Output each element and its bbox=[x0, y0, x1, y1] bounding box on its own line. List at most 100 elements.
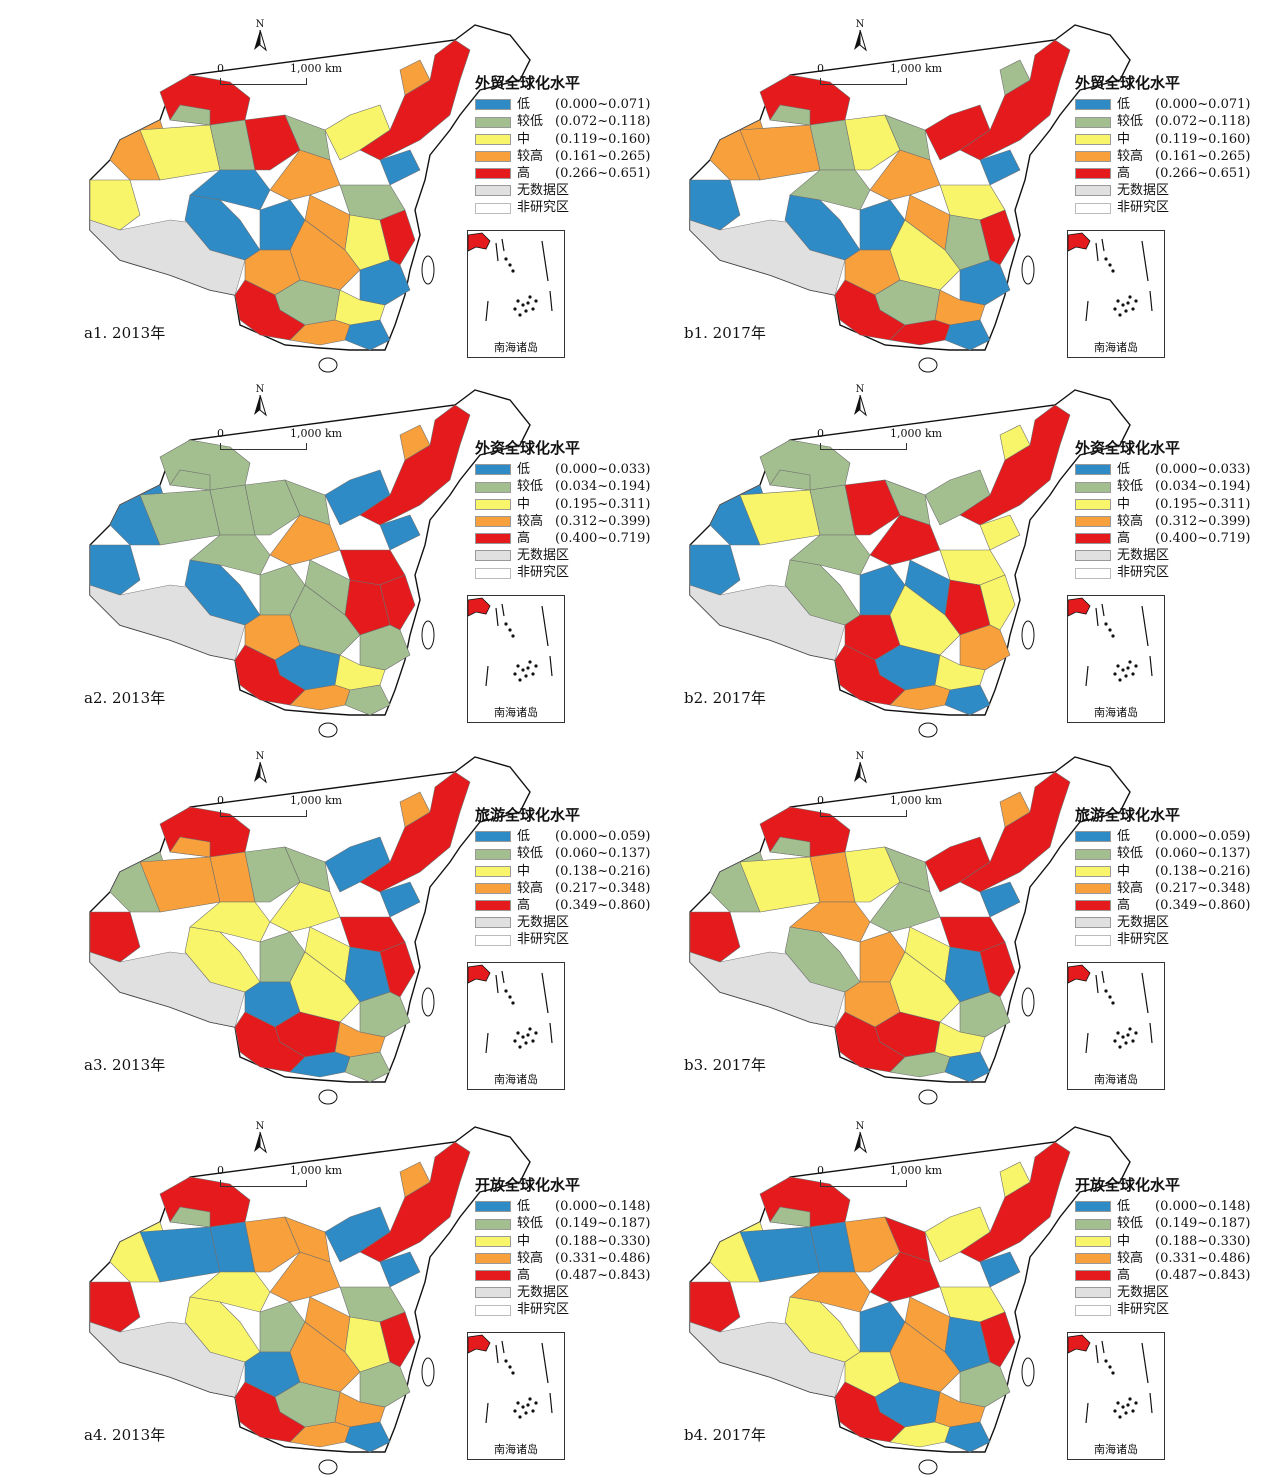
inset-islands bbox=[1067, 597, 1153, 687]
legend-swatch bbox=[1075, 515, 1111, 527]
legend-swatch bbox=[475, 133, 511, 145]
legend: 旅游全球化水平低 (0.000~0.059) 较低 (0.060~0.137) 中 (0.… bbox=[475, 806, 651, 949]
legend: 外资全球化水平低 (0.000~0.033) 较低 (0.034~0.194) 中 (0.… bbox=[475, 439, 651, 582]
legend-item: 较低 (0.034~0.194) bbox=[1075, 478, 1250, 495]
region-polygon bbox=[979, 209, 1016, 266]
inset-map: 南海诸岛 bbox=[1067, 1332, 1165, 1460]
map-panel-a3: N 0 1,000 km 旅游全球化水平低 (0.000~0.059) 较低 (0.060~… bbox=[60, 752, 680, 1112]
legend-label: 无数据区 bbox=[1117, 1285, 1170, 1301]
legend-label: 中 bbox=[517, 863, 531, 879]
panel-caption: b1. 2017年 bbox=[684, 324, 766, 342]
region-polygon bbox=[979, 881, 1021, 918]
inset-islands bbox=[1067, 1334, 1153, 1424]
legend-range: (0.138~0.216) bbox=[1155, 863, 1251, 879]
scale-line bbox=[220, 443, 307, 450]
north-arrow-icon bbox=[254, 1131, 267, 1154]
legend-item: 低 (0.000~0.033) bbox=[475, 461, 650, 478]
legend-range: (0.000~0.071) bbox=[555, 97, 651, 113]
island-outline bbox=[918, 722, 938, 738]
legend-swatch bbox=[475, 1201, 511, 1213]
legend-item: 较高 (0.217~0.348) bbox=[1075, 880, 1250, 897]
legend-label: 无数据区 bbox=[517, 548, 570, 564]
north-arrow: N bbox=[248, 752, 272, 787]
legend-range: (0.060~0.137) bbox=[555, 846, 651, 862]
region-polygon bbox=[244, 479, 301, 536]
legend-range: (0.000~0.148) bbox=[1155, 1199, 1251, 1215]
region-polygon bbox=[379, 941, 416, 998]
scale-line bbox=[820, 78, 907, 85]
legend-swatch bbox=[1075, 1304, 1111, 1316]
region-polygon bbox=[89, 911, 141, 963]
region-polygon bbox=[844, 846, 901, 903]
legend-item: 中 (0.195~0.311) bbox=[1075, 496, 1250, 513]
inset-map: 南海诸岛 bbox=[1067, 595, 1165, 723]
legend-range: (0.400~0.719) bbox=[555, 531, 651, 547]
legend-range: (0.188~0.330) bbox=[1155, 1233, 1251, 1249]
legend: 外贸全球化水平低 (0.000~0.071) 较低 (0.072~0.118) 中 (0.… bbox=[1075, 74, 1250, 217]
north-arrow: N bbox=[248, 385, 272, 420]
scale-zero: 0 bbox=[217, 794, 224, 807]
island-outline bbox=[421, 1357, 435, 1387]
island-outline bbox=[318, 1089, 338, 1105]
island-outline bbox=[318, 722, 338, 738]
legend-label: 较高 bbox=[1117, 513, 1144, 529]
legend-swatch bbox=[475, 1270, 511, 1282]
legend-swatch bbox=[475, 464, 511, 476]
choropleth-map bbox=[689, 1126, 1131, 1475]
island-outline bbox=[318, 357, 338, 373]
legend: 外贸全球化水平低 (0.000~0.071) 较低 (0.072~0.118) 中 (0.… bbox=[475, 74, 651, 217]
legend-label: 无数据区 bbox=[517, 1285, 570, 1301]
legend-label: 无数据区 bbox=[1117, 183, 1170, 199]
legend-title: 外资全球化水平 bbox=[1075, 439, 1181, 457]
region-polygon bbox=[379, 1251, 421, 1288]
map-panel-a4: N 0 1,000 km 开放全球化水平低 (0.000~0.148) 较低 (0.149~… bbox=[60, 1122, 680, 1482]
north-arrow-icon bbox=[854, 761, 867, 784]
legend-swatch bbox=[1075, 848, 1111, 860]
legend-item: 低 (0.000~0.059) bbox=[1075, 828, 1250, 845]
panel-caption: a3. 2013年 bbox=[84, 1056, 166, 1074]
region-polygon bbox=[379, 514, 421, 551]
region-polygon bbox=[399, 424, 431, 461]
legend-label: 非研究区 bbox=[1117, 932, 1170, 948]
island-outline bbox=[1021, 1357, 1035, 1387]
legend-label: 中 bbox=[1117, 863, 1131, 879]
region-polygon bbox=[844, 114, 901, 171]
legend-item: 较高 (0.161~0.265) bbox=[1075, 148, 1250, 165]
legend-swatch bbox=[475, 882, 511, 894]
map-panel-a1: N 0 1,000 km 外贸全球化水平低 (0.000~0.071) 较低 (0.072~… bbox=[60, 20, 680, 380]
region-polygon bbox=[959, 771, 1071, 893]
north-label: N bbox=[855, 1121, 865, 1132]
legend-range: (0.034~0.194) bbox=[1155, 479, 1251, 495]
panel-caption: b2. 2017年 bbox=[684, 689, 766, 707]
legend-range: (0.217~0.348) bbox=[1155, 880, 1251, 896]
north-arrow: N bbox=[848, 385, 872, 420]
legend-item: 中 (0.195~0.311) bbox=[475, 496, 650, 513]
inset-caption: 南海诸岛 bbox=[494, 341, 538, 354]
choropleth-map bbox=[89, 389, 531, 738]
legend-item: 较低 (0.072~0.118) bbox=[475, 113, 650, 130]
legend-title: 外贸全球化水平 bbox=[1075, 74, 1181, 92]
inset-islands bbox=[467, 597, 553, 687]
legend-item: 较低 (0.149~0.187) bbox=[1075, 1215, 1250, 1232]
legend-range: (0.000~0.059) bbox=[555, 829, 651, 845]
legend-item: 非研究区 bbox=[475, 931, 650, 948]
legend-swatch bbox=[475, 1287, 511, 1299]
inset-islands bbox=[467, 232, 553, 322]
legend-range: (0.312~0.399) bbox=[555, 513, 651, 529]
north-arrow-icon bbox=[854, 29, 867, 52]
region-polygon bbox=[999, 791, 1031, 828]
legend-swatch bbox=[1075, 865, 1111, 877]
north-arrow-icon bbox=[854, 394, 867, 417]
region-polygon bbox=[379, 881, 421, 918]
legend-label: 低 bbox=[517, 1199, 531, 1215]
legend-swatch bbox=[475, 1218, 511, 1230]
legend-swatch bbox=[1075, 567, 1111, 579]
region-polygon bbox=[244, 114, 301, 171]
inset-map: 南海诸岛 bbox=[1067, 962, 1165, 1090]
legend-range: (0.000~0.033) bbox=[555, 462, 651, 478]
region-polygon bbox=[399, 59, 431, 96]
island-outline bbox=[421, 987, 435, 1017]
legend-range: (0.072~0.118) bbox=[555, 114, 651, 130]
legend-swatch bbox=[1075, 1252, 1111, 1264]
legend-swatch bbox=[475, 99, 511, 111]
